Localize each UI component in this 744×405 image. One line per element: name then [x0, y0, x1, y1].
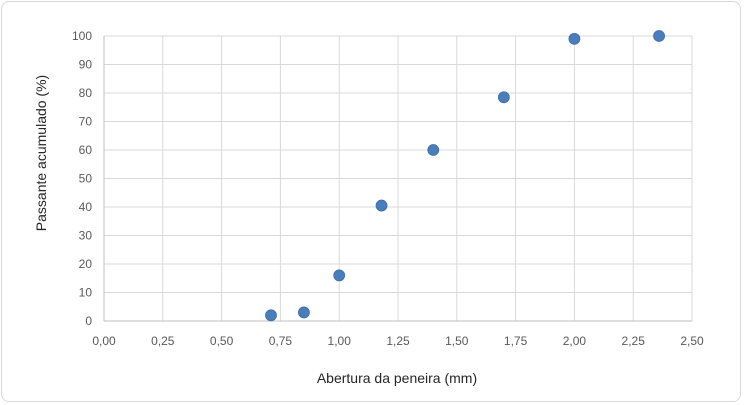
- x-tick-label: 1,75: [504, 334, 528, 348]
- y-tick-label: 70: [79, 115, 93, 129]
- data-point: [375, 199, 388, 212]
- x-tick-label: 2,00: [563, 334, 587, 348]
- y-tick-label: 60: [79, 143, 93, 157]
- x-tick-label: 1,50: [445, 334, 469, 348]
- y-tick-label: 30: [79, 229, 93, 243]
- y-tick-labels: 0 10 20 30 40 50 60 70 80 90 100: [72, 29, 92, 328]
- data-point: [298, 306, 310, 319]
- x-tick-label: 0,50: [210, 334, 234, 348]
- data-point: [427, 144, 440, 156]
- data-point: [568, 32, 581, 45]
- data-point: [265, 309, 277, 322]
- x-tick-label: 0,00: [92, 334, 116, 348]
- data-points: [265, 30, 665, 322]
- x-axis-title: Abertura da peneira (mm): [317, 370, 477, 386]
- grid-lines: [103, 35, 693, 322]
- y-tick-label: 10: [79, 286, 93, 300]
- data-point: [497, 91, 510, 104]
- y-tick-label: 40: [79, 200, 93, 214]
- x-tick-label: 1,00: [328, 334, 352, 348]
- x-tick-label: 1,25: [386, 334, 410, 348]
- y-tick-label: 50: [79, 172, 93, 186]
- y-tick-label: 0: [85, 314, 92, 328]
- y-tick-label: 100: [72, 29, 92, 43]
- y-tick-label: 90: [79, 58, 93, 72]
- axes: [103, 36, 692, 322]
- x-tick-label: 0,75: [269, 334, 293, 348]
- x-tick-labels: 0,00 0,25 0,50 0,75 1,00 1,25 1,50 1,75 2,00 2,25…: [92, 334, 704, 348]
- data-point: [653, 30, 665, 42]
- y-tick-label: 80: [79, 86, 93, 100]
- x-tick-label: 2,25: [622, 334, 646, 348]
- x-tick-label: 2,50: [680, 334, 704, 348]
- data-point: [333, 269, 346, 282]
- x-tick-label: 0,25: [151, 334, 175, 348]
- y-axis-title: Passante acumulado (%): [33, 75, 49, 231]
- y-tick-label: 20: [79, 257, 93, 271]
